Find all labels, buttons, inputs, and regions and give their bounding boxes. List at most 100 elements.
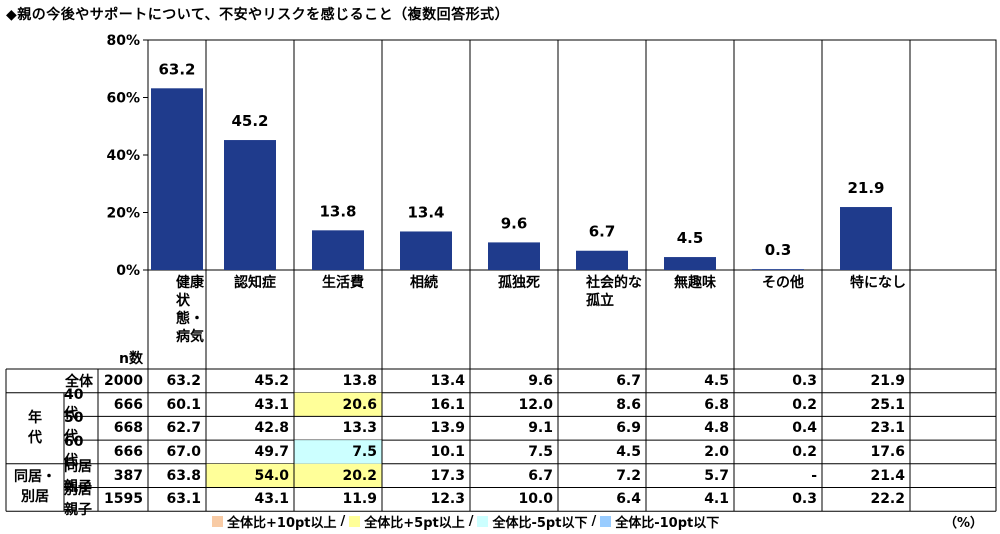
table-cell: 7.5 (528, 443, 553, 460)
bar (224, 140, 276, 270)
bar (488, 242, 540, 270)
data-label: 45.2 (231, 112, 268, 130)
table-cell: 10.0 (518, 491, 553, 508)
y-tick-label: 40% (106, 148, 140, 164)
table-cell: 0.3 (792, 491, 817, 508)
row-label: 別居親子 (64, 482, 92, 519)
table-cell: 42.8 (254, 420, 289, 437)
table-cell: 4.8 (704, 420, 729, 437)
column-header: その他 (762, 275, 804, 291)
legend-separator: / (591, 514, 597, 529)
table-cell: 49.7 (254, 443, 289, 460)
table-cell: 0.2 (792, 443, 817, 460)
legend-label: 全体比-5pt以下 (492, 516, 588, 531)
table-cell: 23.1 (870, 420, 905, 437)
table-cell: 43.1 (254, 396, 289, 413)
column-header: 生活費 (322, 275, 364, 291)
data-label: 13.8 (319, 202, 356, 220)
table-cell: 12.0 (518, 396, 553, 413)
table-cell: 7.5 (352, 443, 377, 460)
n-header: n数 (119, 351, 143, 367)
table-cell: 22.2 (870, 491, 905, 508)
legend-swatch (212, 516, 223, 527)
table-cell: 54.0 (254, 467, 289, 484)
table-cell: 5.7 (704, 467, 729, 484)
column-header: 認知症 (234, 275, 276, 291)
legend-label: 全体比+10pt以上 (227, 516, 337, 531)
y-tick-label: 80% (106, 33, 140, 49)
table-cell: 20.6 (342, 396, 377, 413)
table-cell: 9.1 (528, 420, 553, 437)
table-cell: 6.7 (616, 372, 641, 389)
table-cell: 20.2 (342, 467, 377, 484)
table-cell: 4.5 (704, 372, 729, 389)
column-header: 健康 状態・ 病気 (176, 275, 204, 345)
data-label: 63.2 (158, 60, 195, 78)
table-cell: 2.0 (704, 443, 729, 460)
legend-swatch (477, 516, 489, 527)
table-cell: 21.4 (870, 467, 905, 484)
n-cell: 2000 (104, 372, 143, 389)
table-cell: 0.3 (792, 372, 817, 389)
table-cell: 63.8 (166, 467, 201, 484)
data-label: 21.9 (847, 179, 884, 197)
bar (151, 88, 203, 270)
table-cell: 21.9 (870, 372, 905, 389)
column-header: 孤独死 (498, 275, 540, 291)
table-cell: 9.6 (528, 372, 553, 389)
chart-title: ◆親の今後やサポートについて、不安やリスクを感じること（複数回答形式） (6, 7, 510, 23)
table-cell: 16.1 (430, 396, 465, 413)
table-cell: 25.1 (870, 396, 905, 413)
bar (840, 207, 892, 270)
table-cell: 13.9 (430, 420, 465, 437)
bar (312, 230, 364, 270)
data-label: 6.7 (589, 223, 616, 241)
table-cell: 6.7 (528, 467, 553, 484)
data-label: 4.5 (677, 229, 704, 247)
n-cell: 1595 (104, 491, 143, 508)
highlight-cell (206, 463, 294, 488)
table-cell: 13.4 (430, 372, 465, 389)
table-cell: 6.9 (616, 420, 641, 437)
table-cell: 6.8 (704, 396, 729, 413)
row-label: 全体 (65, 373, 93, 390)
highlight-cell (294, 463, 382, 488)
y-tick-label: 20% (106, 206, 140, 222)
y-tick-label: 0% (116, 263, 140, 279)
legend-separator: / (340, 514, 346, 529)
table-cell: 6.4 (616, 491, 641, 508)
table-cell: 4.5 (616, 443, 641, 460)
column-header: 特になし (850, 275, 906, 291)
group-label: 年 代 (28, 410, 42, 447)
table-cell: 12.3 (430, 491, 465, 508)
table-cell: 67.0 (166, 443, 201, 460)
table-cell: 0.2 (792, 396, 817, 413)
table-cell: 45.2 (254, 372, 289, 389)
legend-label: 全体比-10pt以下 (615, 516, 720, 531)
data-label: 0.3 (765, 241, 792, 259)
highlight-legend: 全体比+10pt以上 / 全体比+5pt以上 / 全体比-5pt以下 / 全体比-10pt以… (212, 512, 719, 531)
data-label: 13.4 (407, 203, 444, 221)
table-cell: 62.7 (166, 420, 201, 437)
table-cell: 13.3 (342, 420, 377, 437)
table-cell: 63.2 (166, 372, 201, 389)
n-cell: 668 (113, 420, 143, 437)
n-cell: 387 (113, 467, 143, 484)
legend-label: 全体比+5pt以上 (364, 516, 465, 531)
legend-swatch (349, 516, 361, 527)
table-cell: 60.1 (166, 396, 201, 413)
unit-label: （%） (944, 516, 984, 531)
table-cell: 8.6 (616, 396, 641, 413)
bar (400, 231, 452, 270)
table-cell: 10.1 (430, 443, 465, 460)
bar (752, 269, 804, 270)
bar (576, 250, 628, 270)
table-cell: 4.1 (704, 491, 729, 508)
table-cell: 0.4 (792, 420, 817, 437)
table-cell: 43.1 (254, 491, 289, 508)
data-label: 9.6 (501, 214, 528, 232)
table-cell: 7.2 (616, 467, 641, 484)
highlight-cell (294, 440, 382, 464)
column-header: 相続 (410, 275, 438, 291)
